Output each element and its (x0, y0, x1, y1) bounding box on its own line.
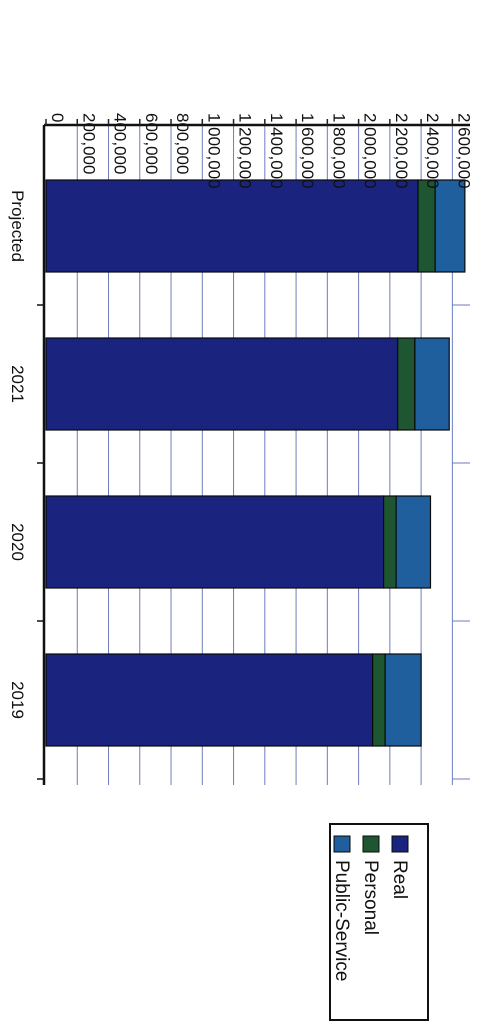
bars (45, 179, 466, 747)
value-tick-label: 1,000,000 (204, 113, 223, 189)
bar-segment-public-service (434, 179, 466, 273)
value-tick-label: 2,000,000 (361, 113, 380, 189)
bar-segment-real (45, 495, 385, 589)
bar-segment-public-service (384, 653, 422, 747)
value-tick-label: 200,000 (79, 113, 98, 174)
bar-segment-personal (397, 337, 416, 431)
value-tick-label: 1,400,000 (267, 113, 286, 189)
axes (42, 123, 470, 785)
value-tick-labels: 0 200,000 400,000 600,000 800,000 1,000,000 1,… (45, 113, 473, 189)
value-tick-label: 1,200,000 (236, 113, 255, 189)
category-label: Projected (8, 190, 27, 262)
bar-segment-real (45, 337, 399, 431)
value-tick-label: 1,600,000 (298, 113, 317, 189)
bar-segment-public-service (395, 495, 432, 589)
legend-box (329, 823, 429, 1021)
value-tick-label: 1,800,000 (329, 113, 348, 189)
bar-segment-personal (383, 495, 397, 589)
category-label: 2021 (8, 365, 27, 403)
bar-segment-personal (372, 653, 386, 747)
legend: Real Personal Public-Service (329, 823, 429, 1021)
value-tick-label: 600,000 (142, 113, 161, 174)
value-tick-label: 0 (48, 113, 67, 122)
legend-swatch-personal (362, 835, 380, 853)
legend-label-real: Real (389, 860, 410, 899)
value-tick-label: 2,400,000 (423, 113, 442, 189)
value-tick-label: 2,600,000 (454, 113, 473, 189)
bar-segment-personal (417, 179, 436, 273)
value-tick-label: 400,000 (111, 113, 130, 174)
category-label: 2019 (8, 681, 27, 719)
value-tick-label: 2,200,000 (392, 113, 411, 189)
legend-label-public-service: Public-Service (331, 860, 352, 981)
value-tick-label: 800,000 (173, 113, 192, 174)
bar-segment-real (45, 653, 374, 747)
bar-segment-public-service (414, 337, 450, 431)
bar-segment-real (45, 179, 419, 273)
legend-swatch-real (391, 835, 409, 853)
category-tick-labels: Projected 2021 2020 2019 (8, 190, 470, 780)
legend-label-personal: Personal (360, 860, 381, 935)
legend-swatch-public-service (333, 835, 351, 853)
category-label: 2020 (8, 523, 27, 561)
